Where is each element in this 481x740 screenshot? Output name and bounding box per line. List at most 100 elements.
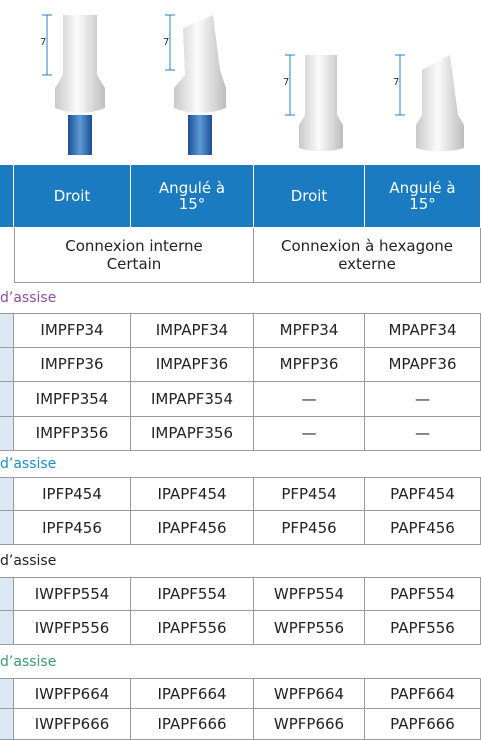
cell-text: IMPAPF36	[155, 355, 229, 374]
row-marker	[0, 477, 14, 511]
product-code: IMPAPF36	[131, 347, 254, 382]
cell-text: IMPFP356	[35, 424, 109, 443]
cell-text: WPFP664	[273, 684, 345, 703]
abutment-4	[395, 54, 464, 152]
header-cell: Angulé à 15°	[131, 165, 254, 228]
cell-text: PFP456	[281, 518, 337, 537]
cell-text: Angulé à 15°	[389, 179, 456, 213]
product-code: IPAPF666	[131, 709, 254, 740]
product-code: IMPAPF34	[131, 313, 254, 348]
cell-text: PFP454	[281, 485, 337, 503]
cell-text: Connexion interne Certain	[65, 237, 203, 273]
cell-text: MPAPF36	[388, 355, 457, 374]
cell-text: d’assise	[0, 456, 57, 472]
cell-text: d’assise	[0, 653, 57, 670]
cell-text: IWPFP664	[34, 684, 110, 703]
cell-text: IPAPF556	[157, 618, 227, 637]
product-code: MPAPF36	[365, 347, 481, 382]
cell-text: Droit	[290, 187, 328, 205]
cell-text: WPFP554	[273, 585, 345, 603]
cell-text: IMPAPF356	[150, 424, 234, 443]
product-code: WPFP666	[254, 709, 365, 740]
product-code: PAPF664	[365, 678, 481, 709]
product-code: IMPAPF354	[131, 382, 254, 417]
product-code: IPAPF556	[131, 611, 254, 645]
product-code: PAPF666	[365, 709, 481, 740]
cell-text: PAPF664	[390, 684, 455, 703]
cell-text: Connexion à hexagone externe	[280, 237, 454, 273]
product-code: IMPAPF356	[131, 416, 254, 451]
cell-text: —	[301, 424, 317, 443]
cell-text: IMPFP36	[40, 355, 104, 374]
header-cell: Droit	[254, 165, 365, 228]
abutment-images: 7 7 7 7	[40, 14, 464, 155]
product-code: WPFP556	[254, 611, 365, 645]
product-code: IPAPF664	[131, 678, 254, 709]
cell-text: —	[301, 389, 317, 408]
product-code: PAPF556	[365, 611, 481, 645]
cell-text: PAPF666	[390, 715, 455, 733]
product-code: PAPF554	[365, 577, 481, 611]
connection-cell: Connexion à hexagone externe	[254, 228, 481, 283]
cell-text: IMPAPF34	[155, 321, 229, 340]
row-marker	[0, 313, 14, 348]
dimension-label: 7	[283, 77, 289, 88]
cell-text: IPAPF666	[157, 715, 227, 733]
row-marker	[0, 511, 14, 545]
product-code: IPFP454	[14, 477, 131, 511]
cell-text: MPFP36	[279, 355, 339, 374]
cell-text: IPAPF554	[157, 585, 227, 603]
dimension-label: 7	[393, 77, 399, 88]
cell-text: PAPF556	[390, 618, 455, 637]
dimension-label: 7	[163, 37, 169, 48]
row-marker	[0, 382, 14, 417]
product-code: PFP456	[254, 511, 365, 545]
abutment-2	[165, 14, 226, 155]
cell-text: IMPAPF354	[150, 389, 234, 408]
product-code: MPFP36	[254, 347, 365, 382]
product-code: —	[365, 416, 481, 451]
header-cell: Angulé à 15°	[365, 165, 481, 228]
product-code: —	[365, 382, 481, 417]
cell-text: IPAPF456	[157, 518, 227, 537]
cell-text: IPFP456	[42, 518, 102, 537]
section-label: d’assise	[0, 283, 200, 313]
abutment-3	[285, 54, 343, 152]
cell-text: WPFP556	[273, 618, 345, 637]
cell-text: d’assise	[0, 290, 57, 306]
product-code: WPFP554	[254, 577, 365, 611]
cell-text: MPFP34	[279, 321, 339, 340]
section-label: d’assise	[0, 645, 200, 678]
product-code: IMPFP354	[14, 382, 131, 417]
cell-text: IMPFP354	[35, 389, 109, 408]
product-code: IPAPF554	[131, 577, 254, 611]
cell-text: d’assise	[0, 553, 57, 569]
product-code: —	[254, 416, 365, 451]
header-cell: Droit	[14, 165, 131, 228]
row-marker	[0, 678, 14, 709]
row-marker	[0, 416, 14, 451]
cell-text: PAPF554	[390, 585, 455, 603]
cell-text: IPAPF454	[157, 485, 227, 503]
product-code: MPAPF34	[365, 313, 481, 348]
connection-cell: Connexion interne Certain	[14, 228, 254, 283]
row-marker	[0, 709, 14, 740]
cell-text: IWPFP666	[34, 715, 110, 733]
row-marker	[0, 577, 14, 611]
product-code: PAPF454	[365, 477, 481, 511]
product-code: PAPF456	[365, 511, 481, 545]
section-label: d’assise	[0, 451, 200, 477]
product-code: IWPFP666	[14, 709, 131, 740]
cell-text: MPAPF34	[388, 321, 457, 340]
dimension-label: 7	[40, 37, 46, 48]
row-marker	[0, 347, 14, 382]
cell-text: —	[415, 424, 430, 443]
cell-text: —	[415, 389, 430, 408]
cell-text: Droit	[53, 187, 91, 205]
cell-text: WPFP666	[273, 715, 345, 733]
row-marker	[0, 611, 14, 645]
cell-text: IWPFP556	[34, 618, 110, 637]
section-label: d’assise	[0, 545, 200, 577]
product-code: IMPFP34	[14, 313, 131, 348]
